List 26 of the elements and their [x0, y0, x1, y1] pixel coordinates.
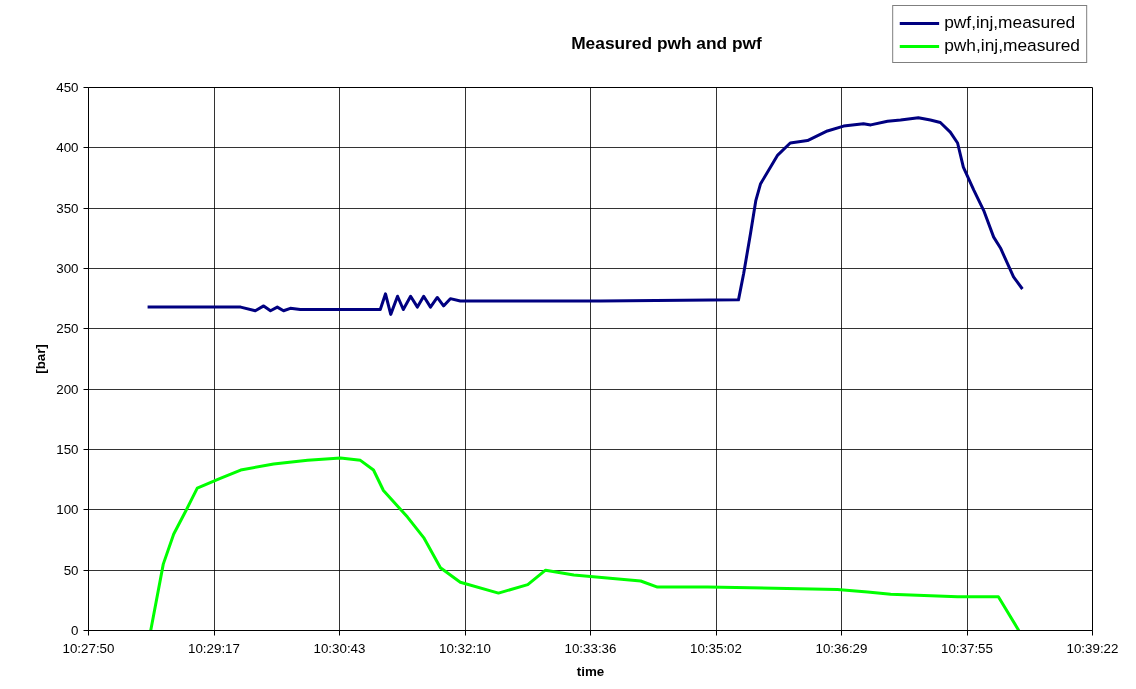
x-tick-label: 10:27:50	[62, 640, 115, 656]
x-tick-label: 10:30:43	[313, 640, 366, 656]
y-tick-label: 100	[56, 502, 79, 518]
y-tick-label: 300	[56, 261, 79, 276]
chart-title: Measured pwh and pwf	[571, 32, 763, 53]
y-tick-label: 200	[56, 381, 79, 397]
y-tick-label: 400	[56, 140, 79, 156]
x-tick-label: 10:35:02	[690, 640, 742, 656]
x-tick-label: 10:37:55	[941, 640, 993, 656]
legend-label: pwh,inj,measured	[944, 35, 1080, 56]
y-axis-title: [bar]	[33, 344, 49, 374]
y-tick-label: 250	[56, 321, 79, 337]
line-series	[149, 456, 1021, 631]
legend-label: pwf,inj,measured	[944, 12, 1076, 33]
y-tick-label: 350	[56, 200, 79, 216]
y-tick-label: 450	[56, 80, 79, 95]
y-tick-label: 0	[71, 623, 79, 638]
x-tick-label: 10:39:22	[1066, 640, 1119, 656]
x-axis-title: time	[576, 663, 605, 679]
x-tick-label: 10:29:17	[188, 640, 240, 656]
x-tick-label: 10:32:10	[439, 640, 491, 656]
y-tick-label: 50	[63, 562, 79, 578]
y-tick-label: 150	[56, 442, 79, 457]
x-tick-label: 10:33:36	[564, 640, 617, 656]
line-series	[146, 116, 1024, 316]
x-tick-label: 10:36:29	[815, 640, 868, 656]
